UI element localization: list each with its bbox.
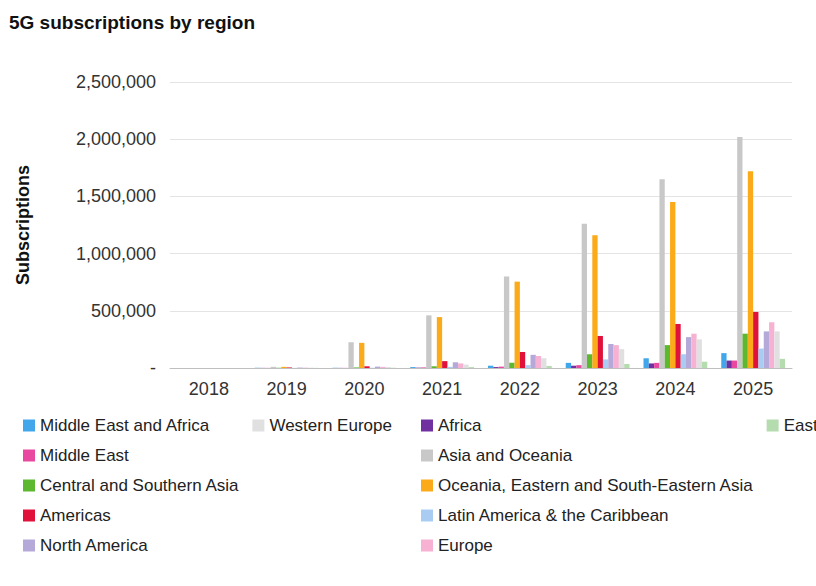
- svg-text:Central and Southern Asia: Central and Southern Asia: [40, 476, 239, 495]
- svg-text:Americas: Americas: [40, 506, 111, 525]
- svg-text:5G subscriptions by region: 5G subscriptions by region: [9, 12, 255, 33]
- svg-text:Middle East and Africa: Middle East and Africa: [40, 416, 210, 435]
- svg-text:2,000,000: 2,000,000: [76, 129, 156, 149]
- svg-text:2021: 2021: [422, 379, 462, 399]
- svg-text:Eastern Europe: Eastern Europe: [784, 416, 816, 435]
- svg-text:2025: 2025: [733, 379, 773, 399]
- svg-text:Africa: Africa: [438, 416, 482, 435]
- svg-text:Subscriptions: Subscriptions: [13, 165, 33, 285]
- svg-text:Middle East: Middle East: [40, 446, 129, 465]
- svg-text:2024: 2024: [655, 379, 695, 399]
- svg-text:2019: 2019: [267, 379, 307, 399]
- svg-text:Asia and Oceania: Asia and Oceania: [438, 446, 573, 465]
- svg-text:North America: North America: [40, 536, 148, 555]
- svg-text:2,500,000: 2,500,000: [76, 72, 156, 92]
- svg-text:2022: 2022: [500, 379, 540, 399]
- svg-text:500,000: 500,000: [91, 301, 156, 321]
- svg-text:1,500,000: 1,500,000: [76, 186, 156, 206]
- svg-text:Oceania, Eastern and South-Eas: Oceania, Eastern and South-Eastern Asia: [438, 476, 753, 495]
- svg-text:-: -: [150, 358, 156, 378]
- svg-text:2023: 2023: [578, 379, 618, 399]
- svg-text:2018: 2018: [189, 379, 229, 399]
- svg-text:1,000,000: 1,000,000: [76, 244, 156, 264]
- svg-text:2020: 2020: [344, 379, 384, 399]
- svg-text:Latin America & the Caribbean: Latin America & the Caribbean: [438, 506, 669, 525]
- svg-text:Western Europe: Western Europe: [269, 416, 392, 435]
- svg-text:Europe: Europe: [438, 536, 493, 555]
